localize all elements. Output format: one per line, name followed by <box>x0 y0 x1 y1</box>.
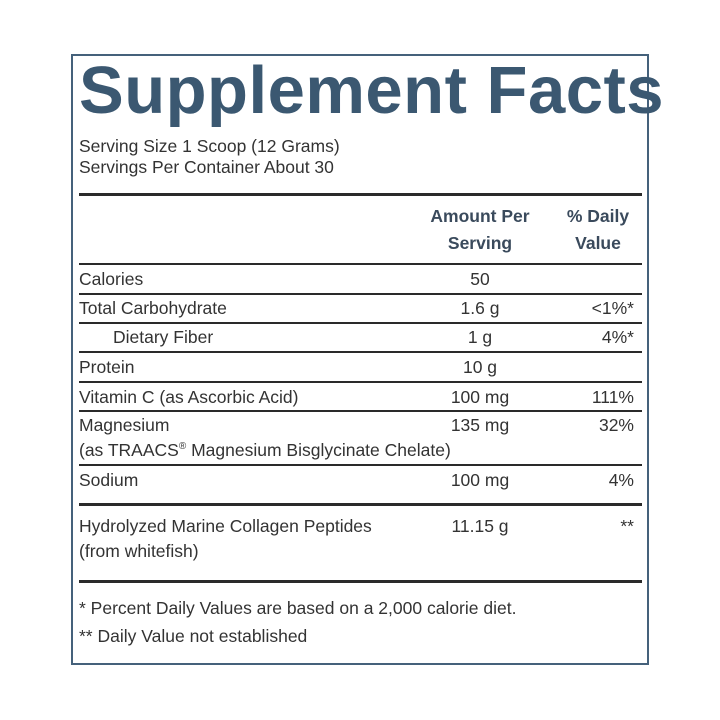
amount-header: Amount Per Serving <box>430 206 530 253</box>
servings-per-container: Servings Per Container About 30 <box>79 157 334 177</box>
daily-value: 32% <box>598 415 634 435</box>
nutrient-name: Dietary Fiber <box>113 327 214 347</box>
rule <box>79 464 642 466</box>
daily-value: <1%* <box>591 298 634 318</box>
detail-text: (as TRAACS <box>79 439 179 460</box>
serving-size: Serving Size 1 Scoop (12 Grams) <box>79 136 340 156</box>
rule <box>79 351 642 353</box>
rule <box>79 293 642 295</box>
detail-text: Magnesium Bisglycinate Chelate) <box>186 439 451 460</box>
daily-value: 111% <box>591 387 634 407</box>
daily-value: 4%* <box>601 327 634 347</box>
rule <box>79 322 642 324</box>
rule <box>79 410 642 412</box>
nutrient-name: Calories <box>79 269 144 289</box>
nutrient-detail: (as TRAACS® Magnesium Bisglycinate Chela… <box>79 436 451 461</box>
amount: 100 mg <box>450 470 510 490</box>
amount: 10 g <box>462 357 498 377</box>
detail-text: (from whitefish) <box>79 541 199 561</box>
nutrient-name: Magnesium <box>79 415 170 435</box>
daily-value-header: % Daily Value <box>566 206 630 253</box>
nutrient-name: Sodium <box>79 470 139 490</box>
rule <box>79 193 642 196</box>
footnote: * Percent Daily Values are based on a 2,… <box>79 598 517 618</box>
nutrient-name: Hydrolyzed Marine Collagen Peptides <box>79 516 372 536</box>
amount: 135 mg <box>450 415 510 435</box>
nutrient-name: Vitamin C (as Ascorbic Acid) <box>79 387 299 407</box>
amount: 50 <box>470 269 490 289</box>
daily-value: 4% <box>608 470 634 490</box>
detail-text: ® <box>178 441 187 452</box>
title: Supplement Facts <box>79 53 665 128</box>
rule <box>79 580 642 583</box>
amount: 11.15 g <box>451 516 509 536</box>
nutrient-name: Total Carbohydrate <box>79 298 227 318</box>
amount: 1 g <box>467 327 493 347</box>
rule <box>79 381 642 383</box>
amount: 100 mg <box>450 387 510 407</box>
label-border <box>71 54 649 665</box>
footnote: ** Daily Value not established <box>79 626 308 646</box>
nutrient-detail: (from whitefish) <box>79 541 199 562</box>
rule <box>79 503 642 506</box>
nutrient-name: Protein <box>79 357 135 377</box>
rule <box>79 263 642 265</box>
amount: 1.6 g <box>460 298 500 318</box>
daily-value: ** <box>620 516 634 536</box>
